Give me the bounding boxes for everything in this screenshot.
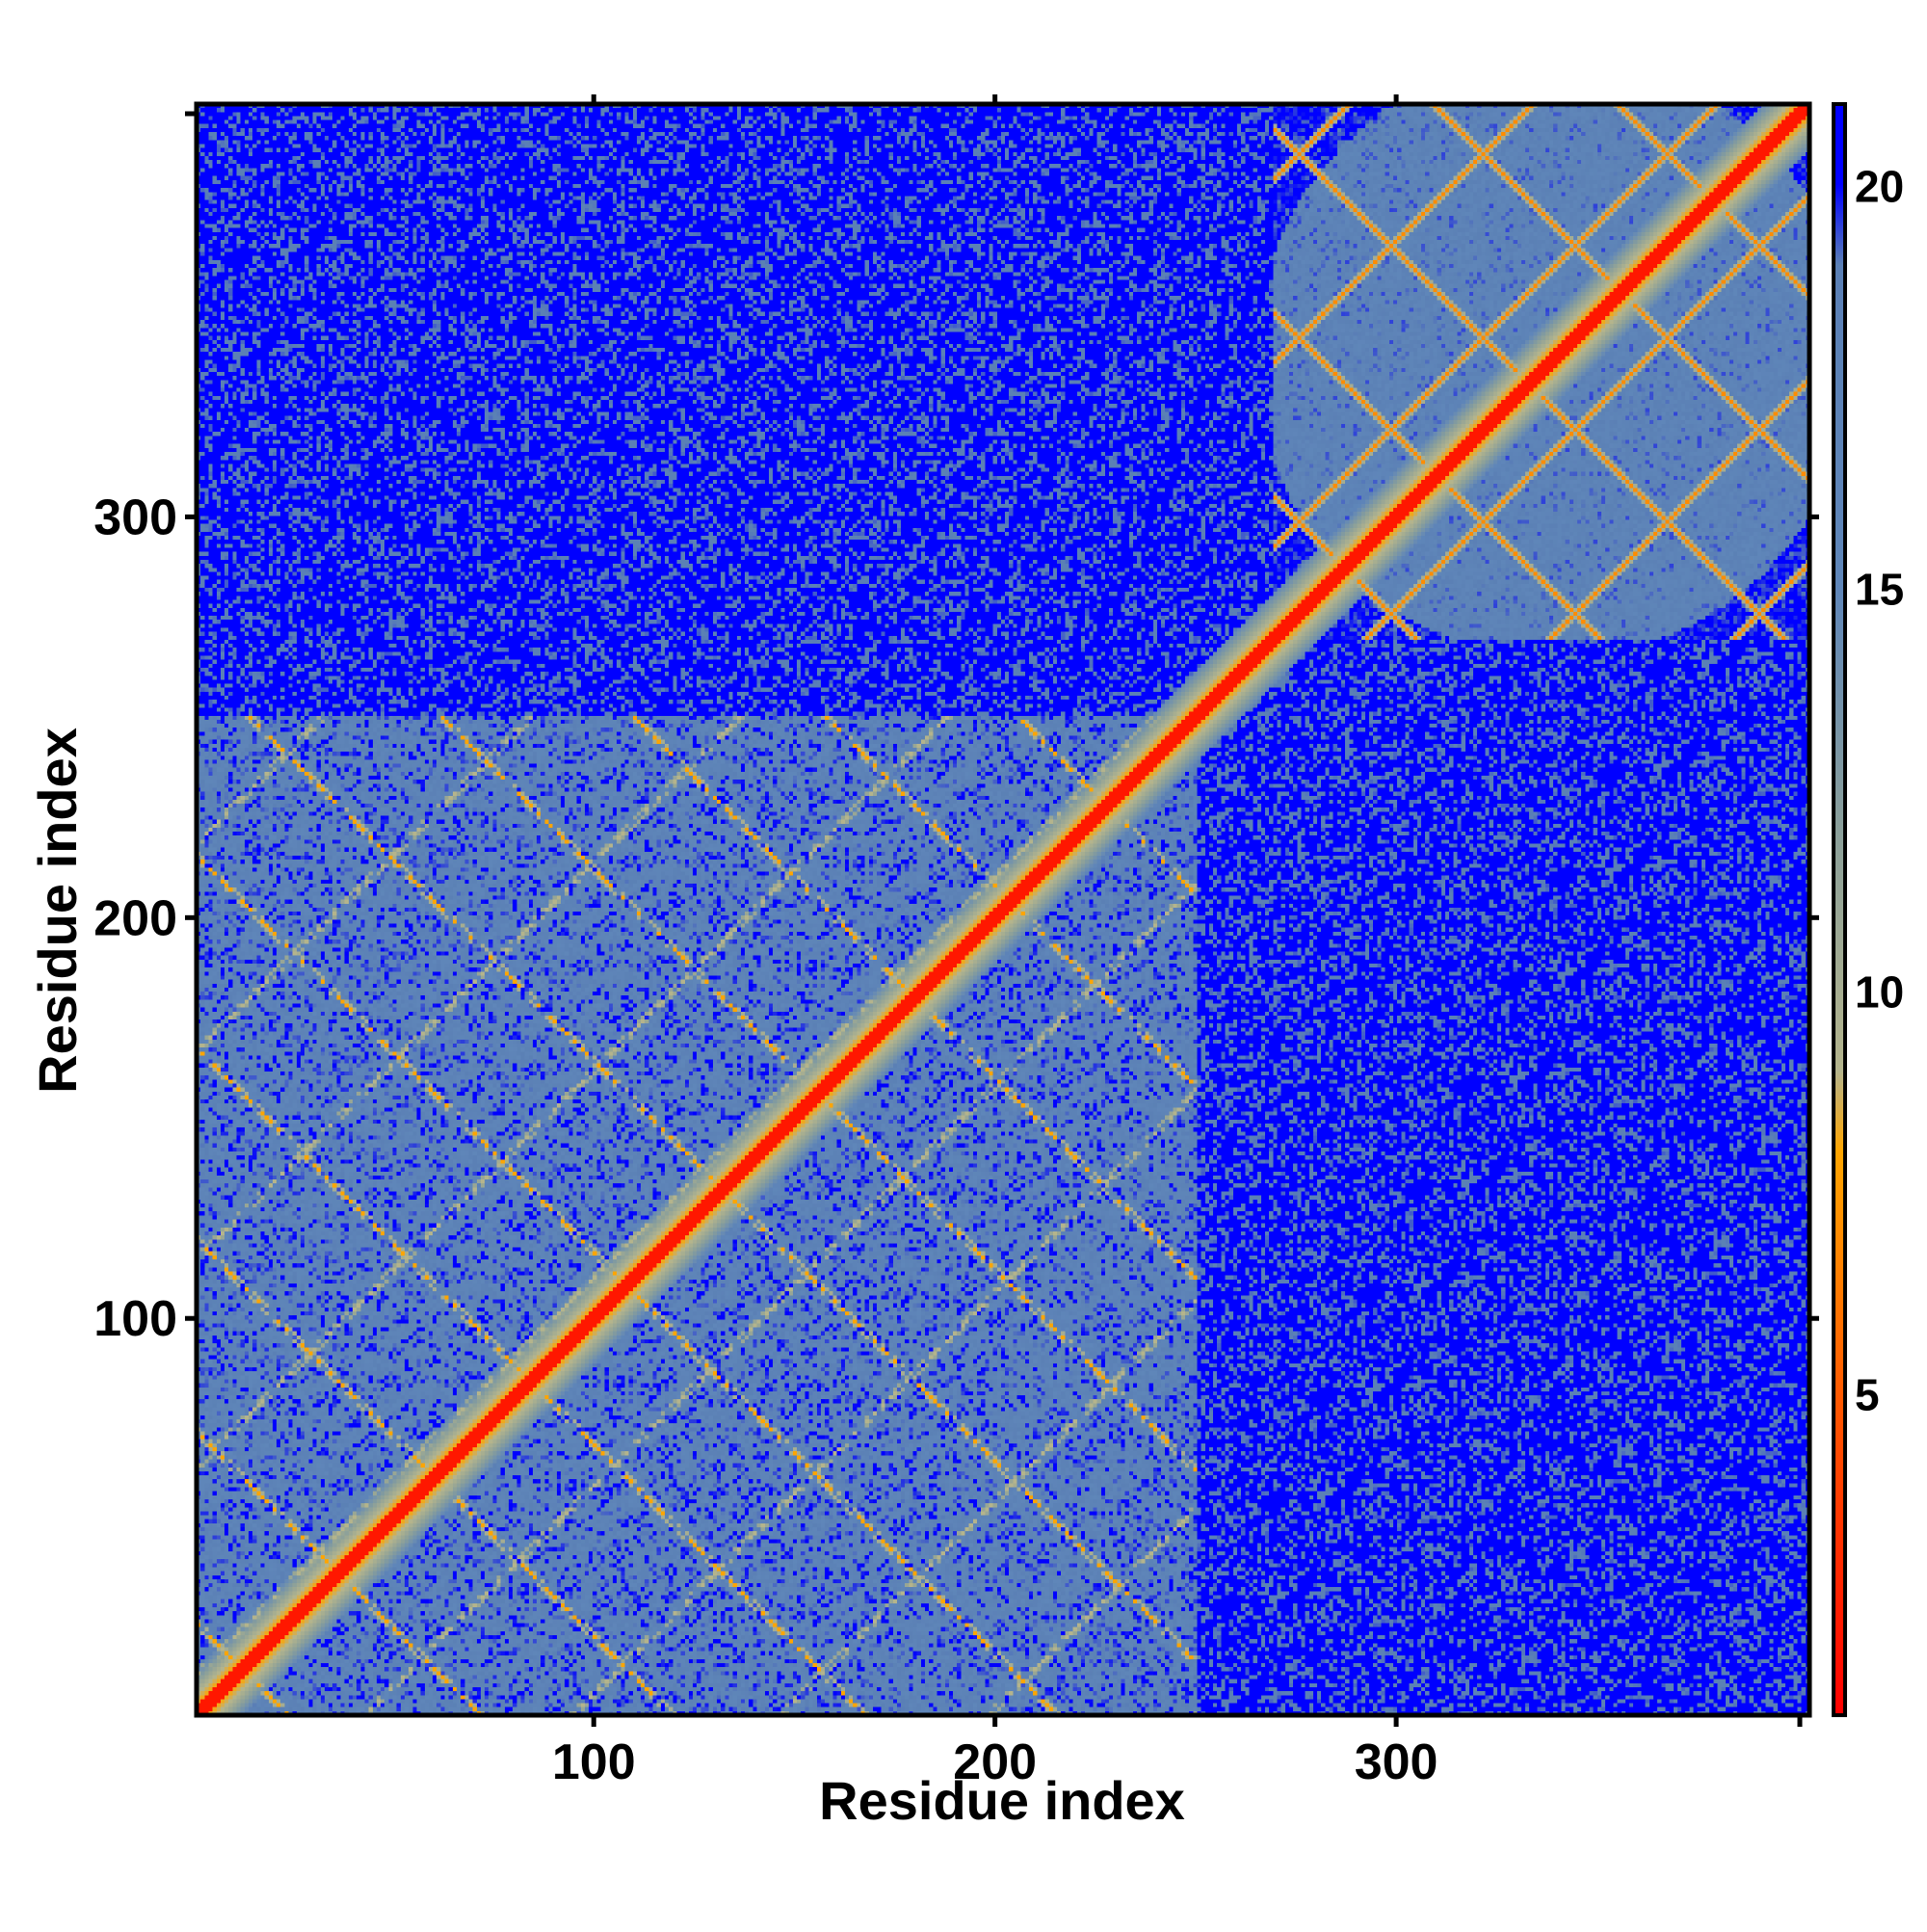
y-tick-label: 100 [93, 1291, 177, 1347]
y-axis-label: Residue index [27, 728, 88, 1094]
x-tick-label: 300 [1355, 1734, 1439, 1790]
heatmap-layer [197, 104, 1809, 1715]
colorbar-tick-label: 15 [1855, 565, 1904, 615]
x-axis-label: Residue index [819, 1770, 1185, 1831]
colorbar-tick-label: 10 [1855, 967, 1904, 1018]
colorbar-tick-label: 5 [1855, 1370, 1880, 1420]
colorbar-gradient [1832, 102, 1847, 1717]
heatmap-image [197, 104, 1809, 1715]
x-tick-label: 100 [552, 1734, 636, 1790]
plot-frame [194, 101, 1812, 1718]
colorbar-tick-label: 20 [1855, 162, 1904, 212]
y-tick-label: 300 [93, 490, 177, 545]
axes-layer: 100 200 300 100 200 300 [93, 94, 1819, 1790]
colorbar: 5 10 15 20 [1832, 102, 1904, 1717]
y-tick-label: 200 [93, 890, 177, 946]
x-tick-label: 200 [953, 1734, 1037, 1790]
